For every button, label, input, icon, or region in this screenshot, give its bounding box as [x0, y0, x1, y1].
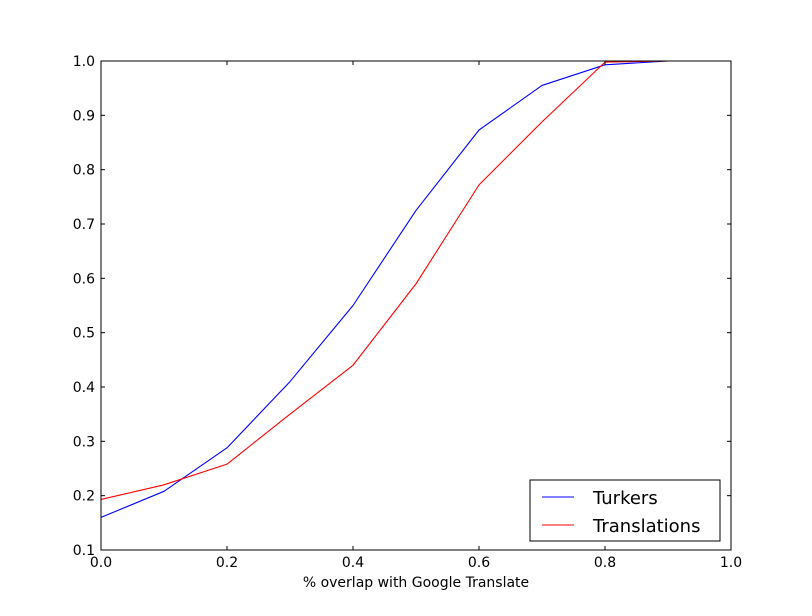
- series-line-translations: [100, 60, 731, 501]
- y-tick-label: 0.7: [73, 217, 95, 233]
- plot-area-frame: [100, 60, 732, 551]
- x-tick-label: 0.4: [342, 555, 364, 571]
- legend-label-translations: Translations: [592, 516, 700, 537]
- y-tick-label: 0.6: [73, 271, 95, 287]
- x-tick-label: 0.2: [216, 555, 238, 571]
- y-tick-label: 0.9: [73, 108, 95, 124]
- x-tick-label: 1.0: [720, 555, 742, 571]
- x-tick-label: 0.6: [468, 555, 490, 571]
- legend: Turkers Translations: [529, 479, 721, 542]
- series-line-turkers: [100, 60, 731, 518]
- y-tick-label: 0.1: [73, 543, 95, 559]
- axis-ticks: [100, 60, 732, 551]
- y-tick-label: 0.8: [73, 163, 95, 179]
- axis-tick-labels: 0.0 0.2 0.4 0.6 0.8 1.0 0.1 0.2 0.3 0.4 0.5 0.6 0.7 0…: [73, 54, 742, 571]
- y-tick-label: 0.5: [73, 326, 95, 342]
- series-layer: [100, 60, 731, 518]
- y-tick-label: 0.4: [73, 380, 95, 396]
- legend-box: [529, 479, 721, 542]
- legend-label-turkers: Turkers: [592, 488, 658, 509]
- y-tick-label: 0.2: [73, 489, 95, 505]
- x-tick-label: 0.0: [90, 555, 112, 571]
- y-tick-label: 0.3: [73, 434, 95, 450]
- x-tick-label: 0.8: [594, 555, 616, 571]
- x-axis-label: % overlap with Google Translate: [303, 575, 529, 591]
- y-tick-label: 1.0: [73, 54, 95, 70]
